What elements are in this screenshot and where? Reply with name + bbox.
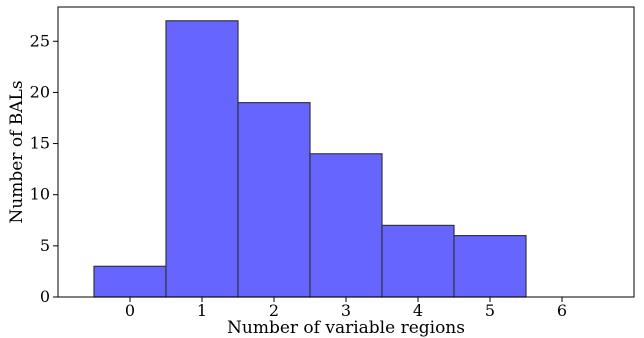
bar-1 [165,20,239,298]
x-axis-title: Number of variable regions [227,318,465,338]
x-tick-label: 1 [197,301,207,320]
bar-4 [381,224,455,298]
bars-group [93,20,527,298]
y-axis-title: Number of BALs [7,80,27,223]
bar-5 [453,235,527,298]
x-tick-label: 3 [341,301,351,320]
y-tick-label: 5 [40,236,50,255]
y-tick-label: 25 [30,31,50,50]
y-tick-label: 10 [30,185,50,204]
x-tick-label: 5 [485,301,495,320]
x-tick-label: 4 [413,301,423,320]
bar-0 [93,265,167,298]
y-tick-label: 0 [40,287,50,306]
y-tick-label: 15 [30,134,50,153]
x-tick-label: 2 [269,301,279,320]
x-tick-label: 0 [125,301,135,320]
bar-3 [309,153,383,298]
x-tick-label: 6 [557,301,567,320]
bar-2 [237,102,311,298]
ticks-group: 0 1 2 3 4 5 6 0 5 10 15 20 25 [30,31,567,320]
y-tick-label: 20 [30,82,50,101]
